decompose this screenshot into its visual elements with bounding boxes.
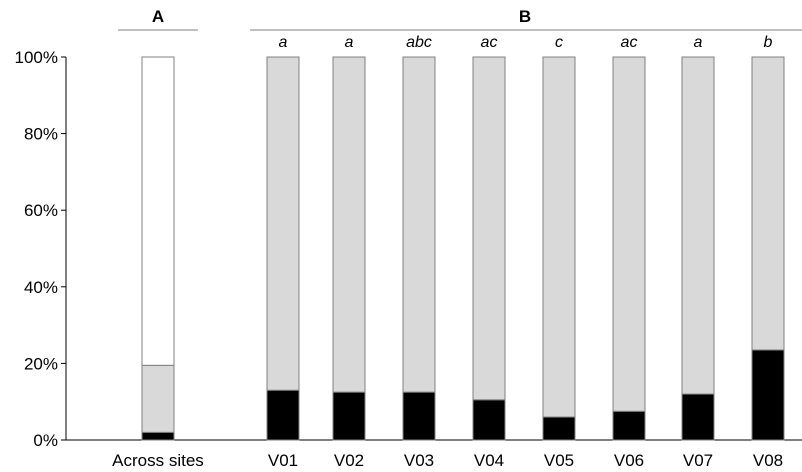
x-axis-labels: Across sites V01 V02 V03 V04 V05 V06 V07 V08 [112,451,783,470]
x-category-label: V06 [614,451,644,470]
y-tick-label: 60% [24,201,58,220]
significance-labels: a a abc ac c ac a b [279,34,773,51]
x-category-label: V07 [683,451,713,470]
bars [141,56,785,441]
significance-label: c [555,34,563,51]
x-category-label: V01 [268,451,298,470]
bar-segment-top [141,56,175,366]
bar-segment-middle [472,56,506,401]
panel-b-label: B [519,7,531,26]
significance-label: a [345,34,354,51]
bar-segment-bottom [266,389,300,441]
significance-label: ac [621,34,638,51]
bar-segment-bottom [681,393,715,441]
panel-a-header: A [118,7,198,31]
y-tick-label: 20% [24,354,58,373]
x-category-label: V03 [404,451,434,470]
panel-b-header: B [250,7,802,31]
x-category-label: V08 [753,451,783,470]
bar-segment-middle [751,56,785,351]
bar-segment-bottom [472,399,506,441]
significance-label: a [694,34,703,51]
y-axis: 0% 20% 40% 60% 80% 100% [15,48,802,450]
panel-a-label: A [152,7,164,26]
x-category-label: V02 [334,451,364,470]
significance-label: ac [481,34,498,51]
bar-segment-middle [542,56,576,418]
x-category-label: V05 [544,451,574,470]
bar-segment-bottom [612,410,646,441]
y-tick-label: 100% [15,48,58,67]
significance-label: b [764,34,773,51]
y-tick-label: 80% [24,125,58,144]
x-category-label: Across sites [112,451,204,470]
bar-segment-bottom [402,391,436,441]
bar-segment-middle [612,56,646,412]
significance-label: abc [406,34,432,51]
bar-segment-middle [332,56,366,393]
bar-segment-middle [681,56,715,395]
bar-segment-middle [266,56,300,391]
bar-segment-bottom [141,431,175,441]
y-tick-label: 0% [33,431,58,450]
bar-segment-bottom [332,391,366,441]
bar-segment-middle [141,364,175,433]
significance-label: a [279,34,288,51]
bar-segment-bottom [542,416,576,441]
x-category-label: V04 [474,451,504,470]
bar-segment-bottom [751,349,785,441]
bar-segment-middle [402,56,436,393]
y-tick-label: 40% [24,278,58,297]
